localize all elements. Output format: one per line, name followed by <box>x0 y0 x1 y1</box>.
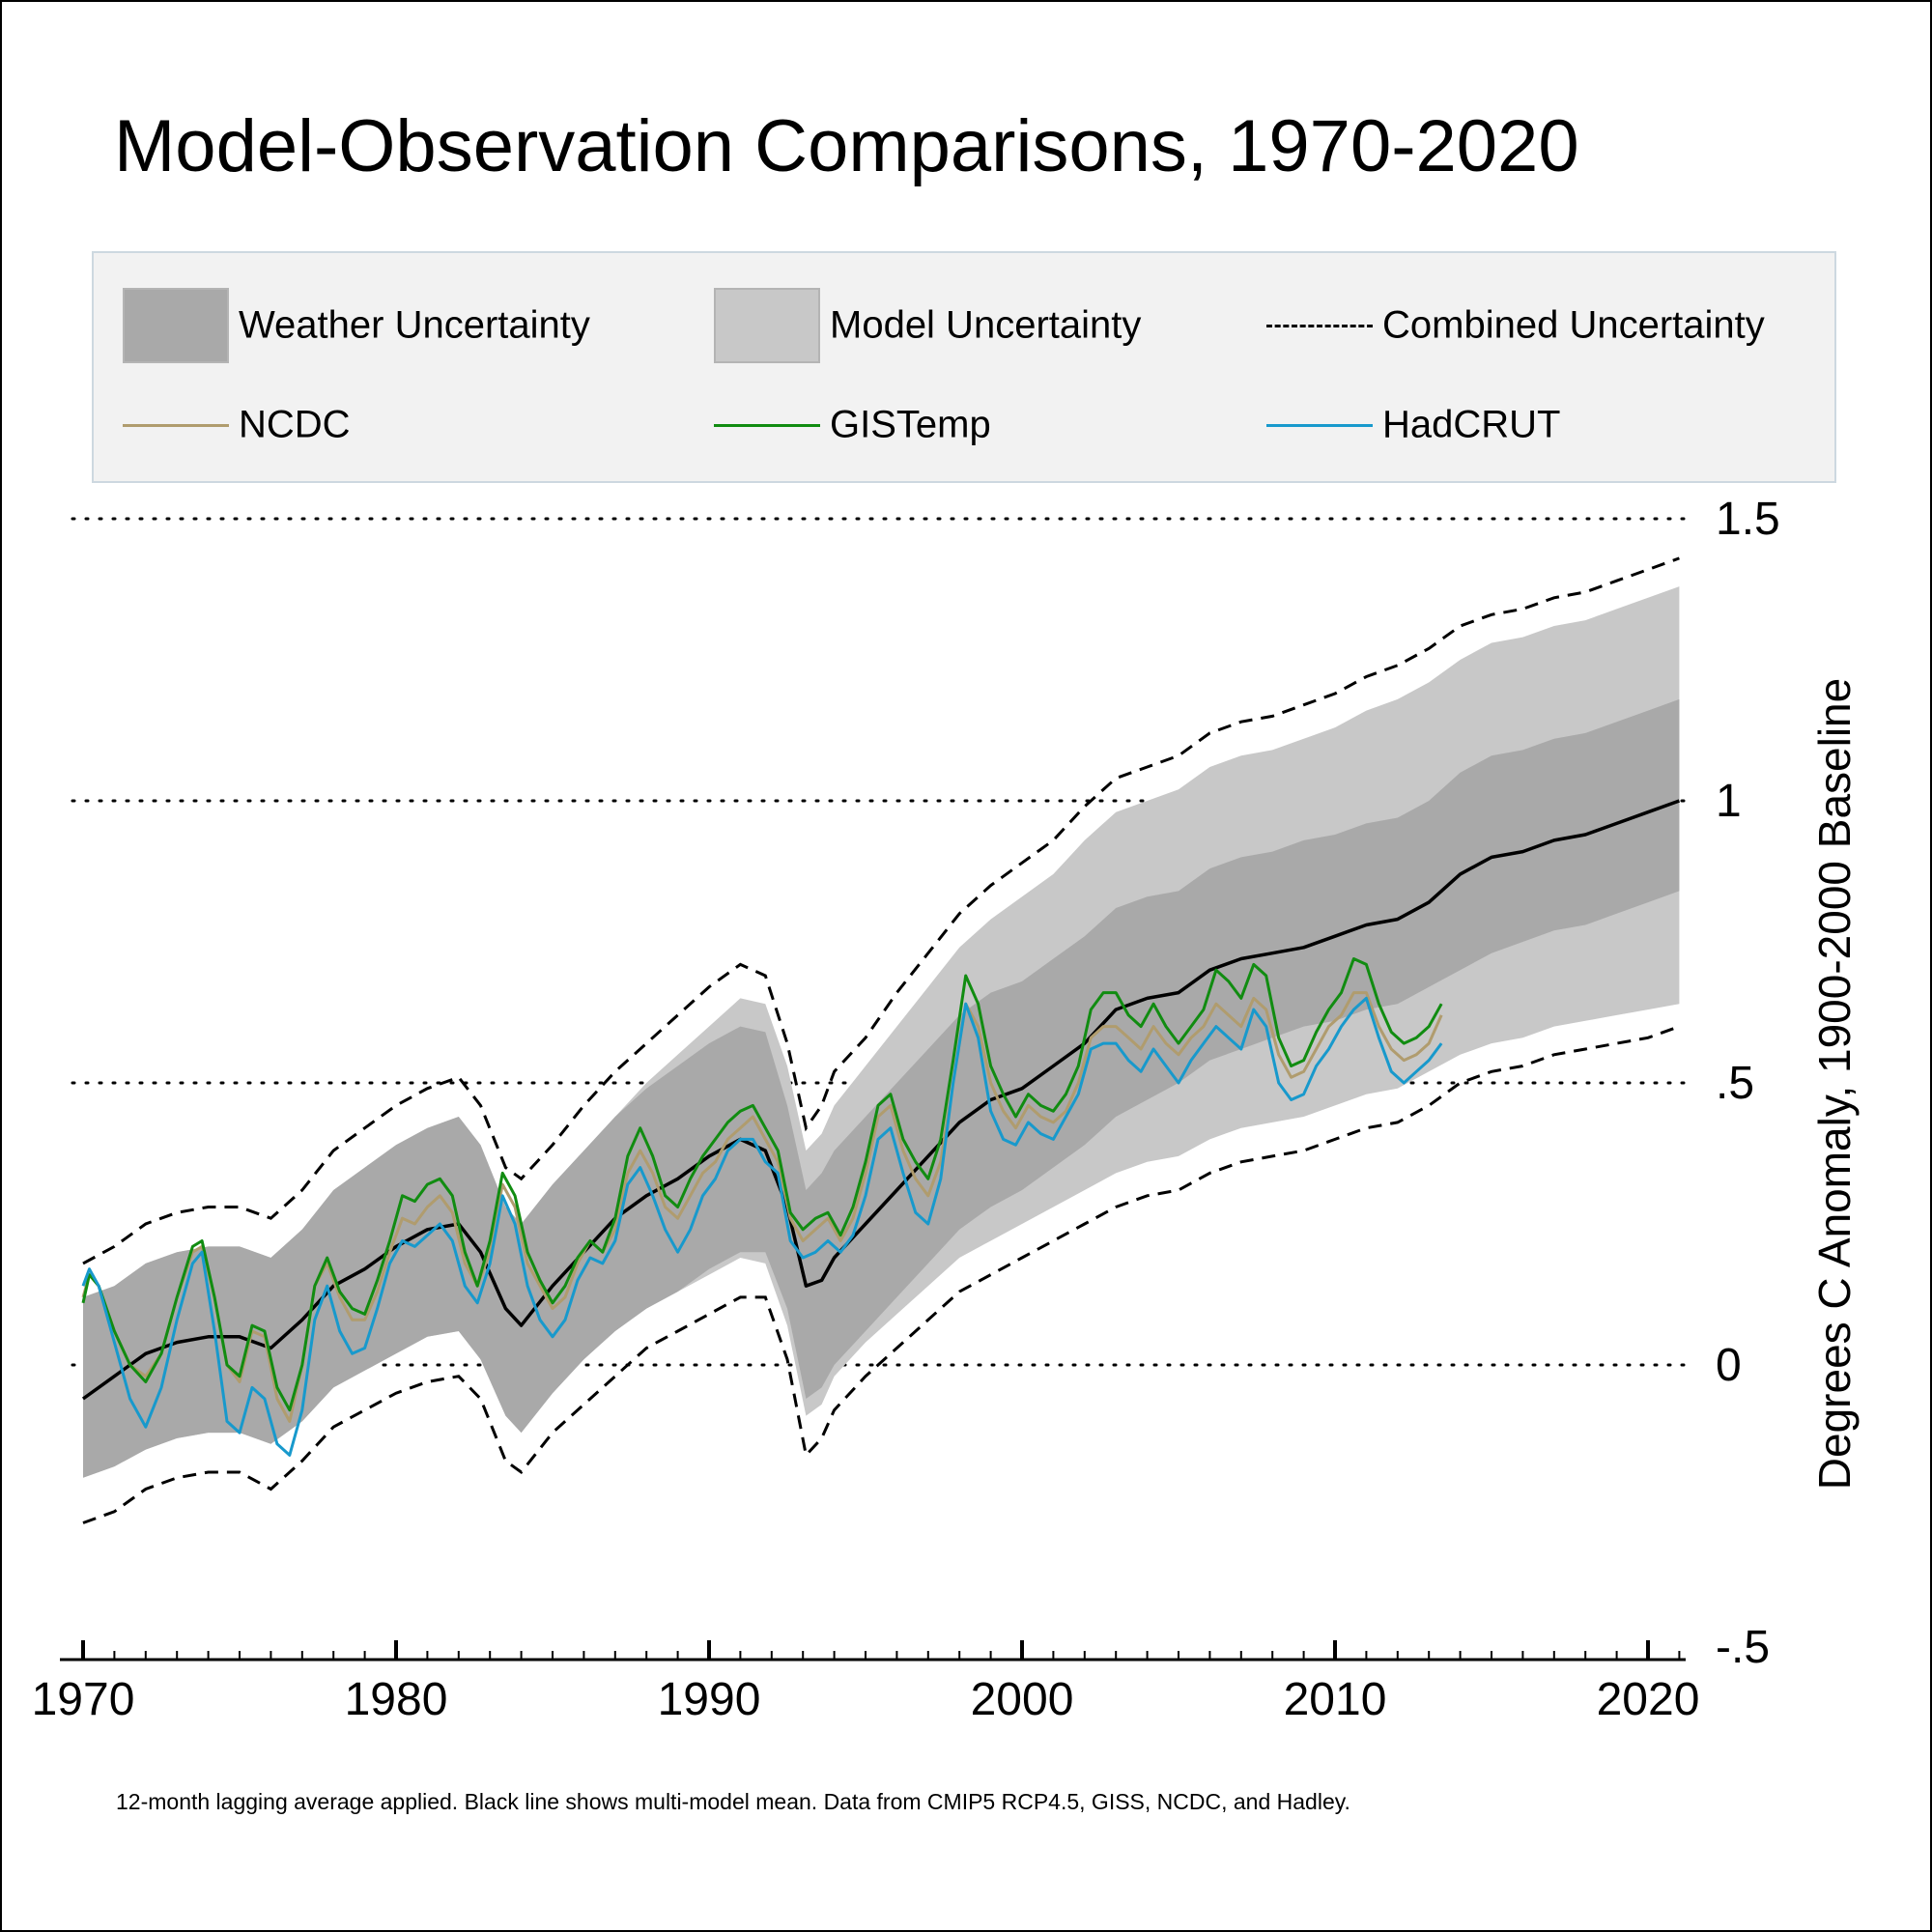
chart-title: Model-Observation Comparisons, 1970-2020 <box>114 105 1579 187</box>
y-tick-label: .5 <box>1716 1058 1754 1109</box>
x-tick-label: 1980 <box>345 1674 448 1725</box>
legend-swatch-weather <box>123 288 229 363</box>
legend-swatch-model <box>714 288 820 363</box>
x-tick-label: 2010 <box>1284 1674 1387 1725</box>
legend-item-ncdc: NCDC <box>94 386 673 464</box>
legend-item-model: Model Uncertainty <box>685 282 1226 369</box>
legend-swatch-hadcrut <box>1266 424 1373 427</box>
combined-uncertainty-lower <box>82 1025 1680 1524</box>
y-tick-label: -.5 <box>1716 1622 1770 1673</box>
y-axis-label: Degrees C Anomaly, 1900-2000 Baseline <box>1809 678 1860 1490</box>
y-tick-label: 0 <box>1716 1340 1742 1391</box>
legend-swatch-combined <box>1266 325 1373 327</box>
legend-label-combined: Combined Uncertainty <box>1382 303 1765 347</box>
y-tick-label: 1 <box>1716 776 1742 827</box>
legend-label-ncdc: NCDC <box>239 403 351 446</box>
x-tick-label: 2020 <box>1597 1674 1700 1725</box>
legend-item-weather: Weather Uncertainty <box>94 282 673 369</box>
legend-label-gistemp: GISTemp <box>830 403 991 446</box>
legend-item-combined: Combined Uncertainty <box>1237 282 1836 369</box>
legend-label-model: Model Uncertainty <box>830 303 1142 347</box>
gistemp-line <box>81 957 1443 1412</box>
legend-item-gistemp: GISTemp <box>685 386 1226 464</box>
hadcrut-line <box>81 996 1443 1457</box>
combined-uncertainty-upper <box>82 556 1680 1265</box>
chart-caption: 12-month lagging average applied. Black … <box>116 1789 1350 1814</box>
legend-swatch-ncdc <box>123 424 229 427</box>
model-mean-line <box>81 799 1680 1401</box>
legend: Weather Uncertainty Model Uncertainty Co… <box>92 251 1836 483</box>
legend-swatch-gistemp <box>714 424 820 427</box>
x-tick-label: 1970 <box>32 1674 135 1725</box>
weather-uncertainty-band <box>83 698 1680 1478</box>
y-axis: -.5 0 .5 1 1.5 <box>1716 494 1780 1673</box>
x-tick-label: 1990 <box>658 1674 761 1725</box>
legend-item-hadcrut: HadCRUT <box>1237 386 1836 464</box>
legend-label-weather: Weather Uncertainty <box>239 303 590 347</box>
x-tick-label: 2000 <box>971 1674 1074 1725</box>
legend-label-hadcrut: HadCRUT <box>1382 403 1561 446</box>
uncertainty-bands <box>83 586 1680 1478</box>
x-axis: 1970 1980 1990 2000 2010 2020 <box>32 1640 1700 1725</box>
y-tick-label: 1.5 <box>1716 494 1780 545</box>
series-lines <box>81 556 1680 1524</box>
